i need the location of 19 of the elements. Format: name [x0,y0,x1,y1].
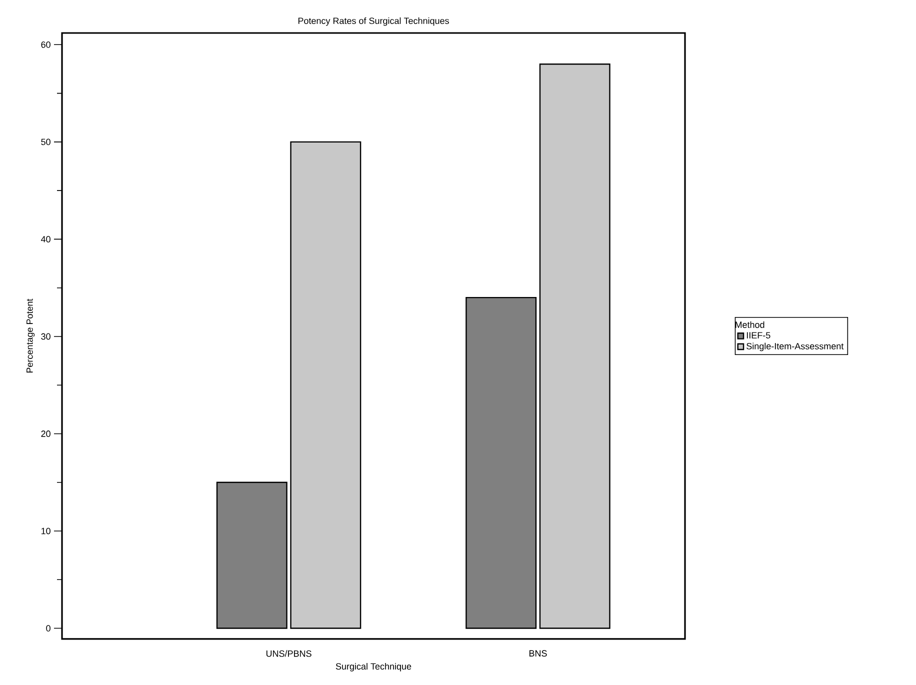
bar [539,64,610,629]
y-axis-title: Percentage Potent [26,298,35,373]
x-axis-title: Surgical Technique [336,662,412,672]
y-tick-label: 0 [46,625,50,632]
bar [290,141,362,629]
bar [216,482,288,629]
y-tick-label: 10 [41,528,50,534]
legend-label: Single-Item-Assessment [746,342,844,352]
y-tick-label: 20 [41,430,50,437]
y-tick-label: 40 [41,236,50,242]
y-tick-label: 60 [41,41,50,48]
y-tick-label: 30 [41,333,50,340]
x-tick-label: BNS [529,650,547,657]
legend-label: IIEF-5 [746,332,770,338]
y-tick-label: 50 [41,138,50,146]
x-tick-label: UNS/PBNS [266,650,312,657]
legend-title: Method [735,321,764,328]
bar [466,296,537,629]
chart-title: Potency Rates of Surgical Techniques [298,17,449,26]
